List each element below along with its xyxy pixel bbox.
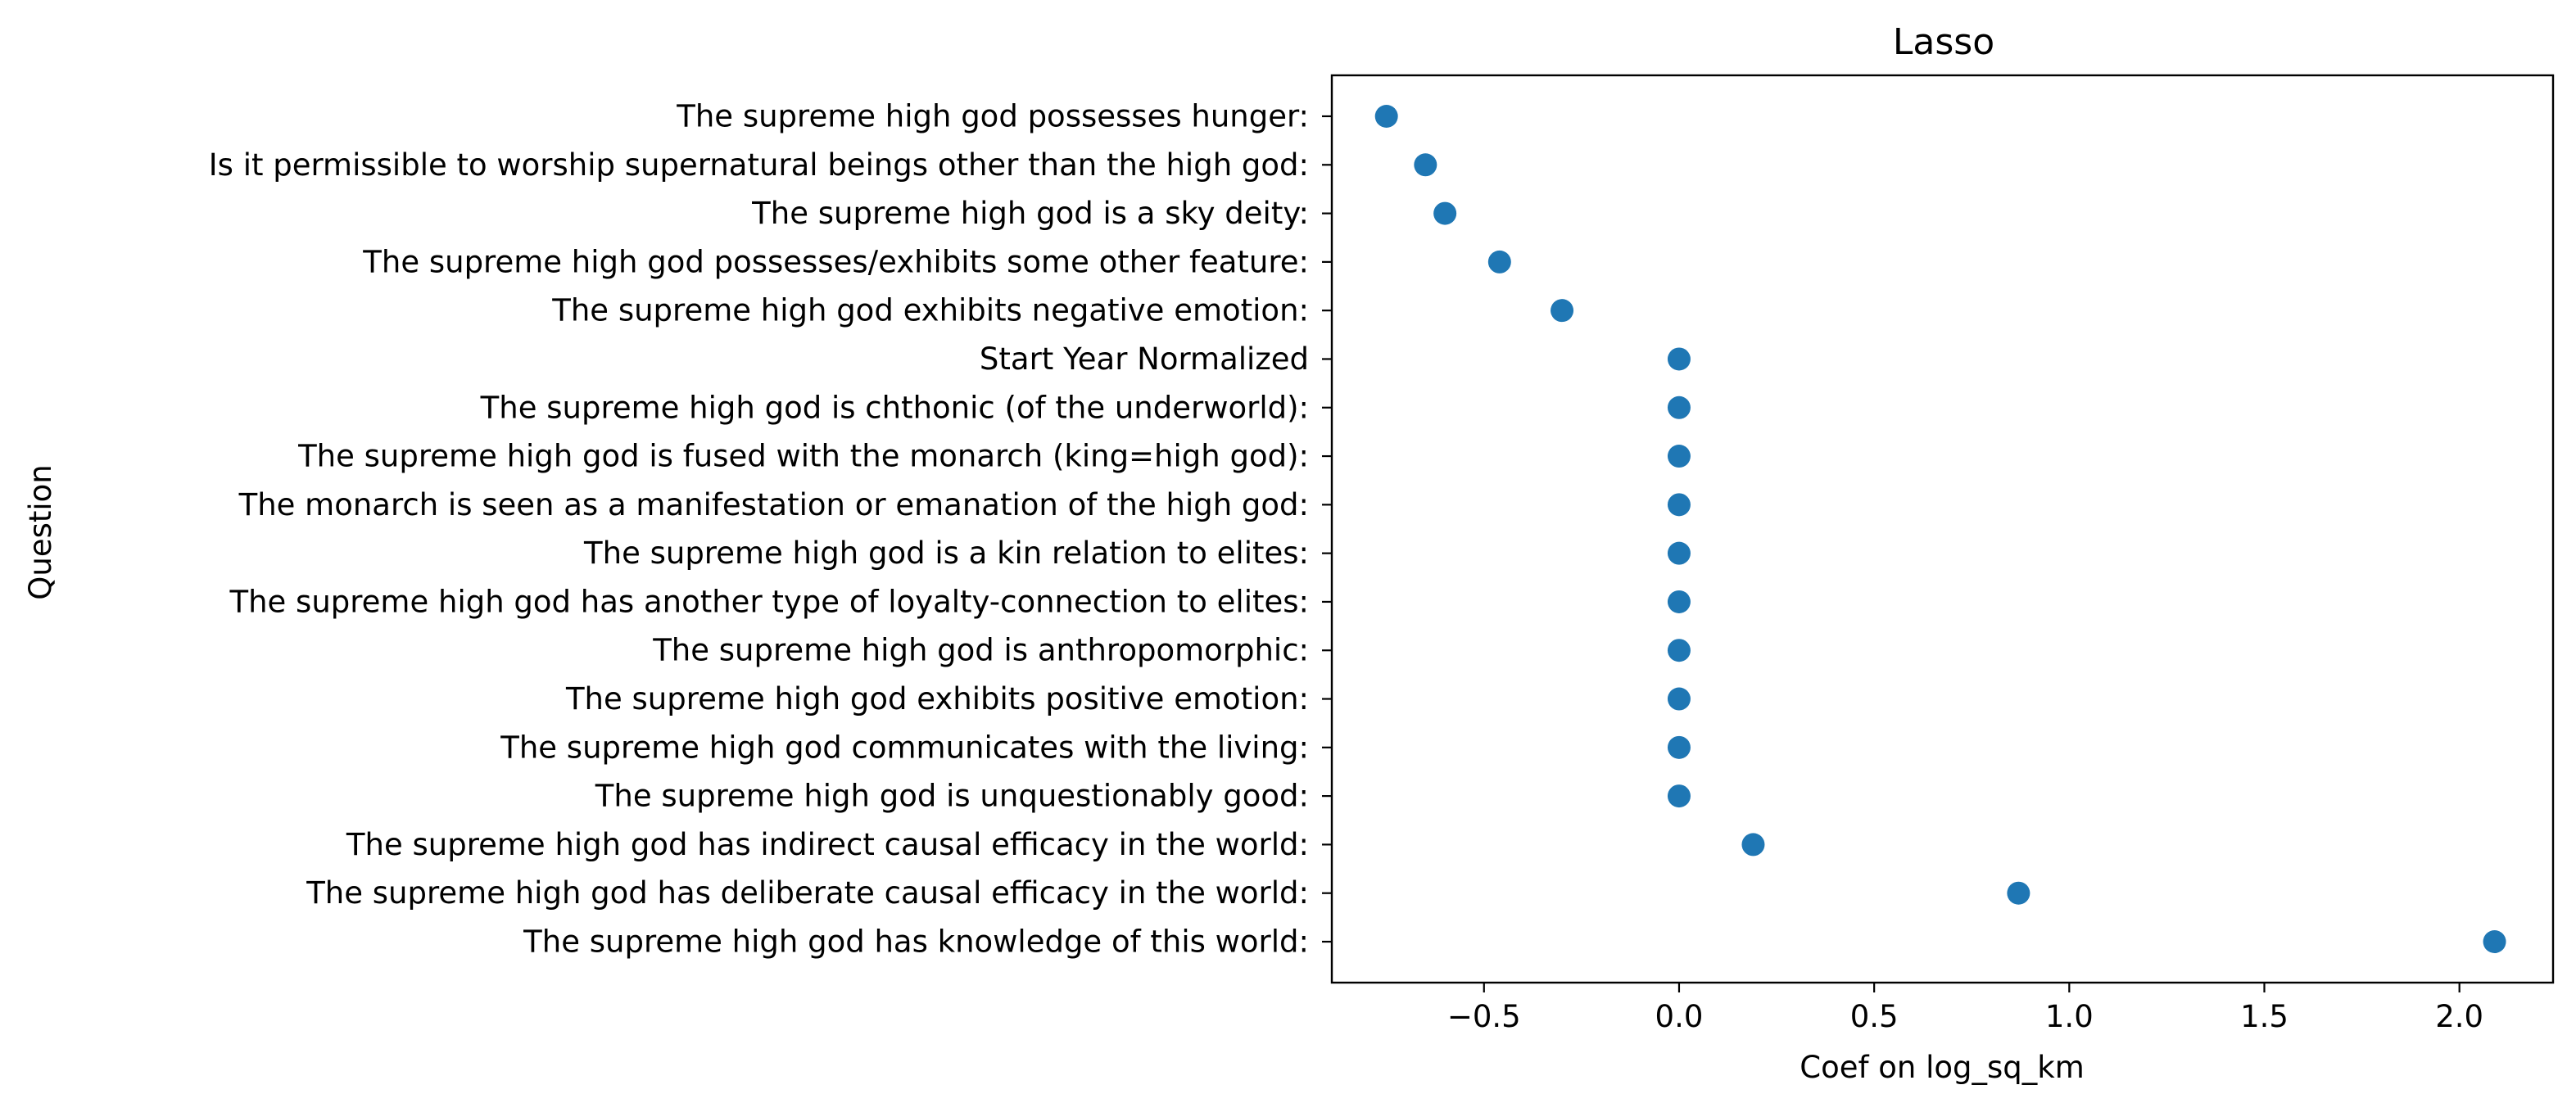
- y-tick-label: The supreme high god is a kin relation t…: [583, 536, 1309, 571]
- data-point: [1433, 201, 1457, 225]
- data-point: [1374, 105, 1398, 128]
- data-point: [1667, 784, 1691, 808]
- y-tick-label: The supreme high god is unquestionably g…: [595, 779, 1309, 814]
- data-point: [1667, 445, 1691, 468]
- data-point: [1741, 833, 1765, 857]
- data-point: [1667, 493, 1691, 517]
- y-tick-label: The supreme high god communicates with t…: [500, 730, 1309, 765]
- data-point: [1667, 590, 1691, 613]
- data-point: [1667, 347, 1691, 371]
- y-tick-label: Is it permissible to worship supernatura…: [209, 147, 1309, 183]
- data-point: [1667, 541, 1691, 565]
- data-point: [1487, 250, 1511, 273]
- y-tick-label: The supreme high god is anthropomorphic:: [652, 633, 1309, 668]
- x-tick-label: 0.5: [1850, 999, 1899, 1034]
- x-tick-label: −0.5: [1447, 999, 1521, 1034]
- x-axis: −0.5 0.0 0.5 1.0 1.5 2.0: [1447, 983, 2483, 1034]
- data-point: [2483, 930, 2506, 953]
- y-tick-label: The supreme high god has knowledge of th…: [523, 924, 1309, 960]
- x-tick-label: 0.0: [1655, 999, 1704, 1034]
- x-tick-label: 1.5: [2240, 999, 2289, 1034]
- data-point: [2007, 881, 2030, 905]
- data-point: [1667, 687, 1691, 711]
- data-point: [1667, 639, 1691, 662]
- y-tick-label: The supreme high god possesses hunger:: [676, 99, 1309, 134]
- y-tick-label: The supreme high god is a sky deity:: [751, 196, 1309, 231]
- plot-frame: [1330, 74, 2555, 984]
- y-tick-label: The supreme high god has another type of…: [229, 584, 1309, 619]
- data-point: [1551, 299, 1574, 323]
- x-axis-label: Coef on log_sq_km: [1800, 1050, 2085, 1085]
- data-point: [1667, 396, 1691, 419]
- y-tick-label: The supreme high god is fused with the m…: [297, 439, 1309, 474]
- y-tick-label: The supreme high god possesses/exhibits …: [362, 244, 1309, 279]
- x-tick-label: 2.0: [2435, 999, 2483, 1034]
- y-axis: The supreme high god possesses hunger: Is…: [209, 99, 1332, 960]
- data-point: [1414, 153, 1437, 177]
- y-tick-label: The supreme high god is chthonic (of the…: [480, 390, 1309, 425]
- y-tick-label: The monarch is seen as a manifestation o…: [238, 487, 1309, 522]
- data-point: [1667, 735, 1691, 759]
- y-axis-label: Question: [23, 464, 58, 600]
- x-tick-label: 1.0: [2045, 999, 2094, 1034]
- plot-area: [1374, 105, 2506, 953]
- y-tick-label: The supreme high god exhibits positive e…: [565, 681, 1309, 716]
- chart-title: Lasso: [1893, 21, 1994, 63]
- y-tick-label: The supreme high god has deliberate caus…: [306, 875, 1309, 911]
- y-tick-label: Start Year Normalized: [980, 341, 1309, 377]
- y-tick-label: The supreme high god has indirect causal…: [346, 827, 1309, 862]
- y-tick-label: The supreme high god exhibits negative e…: [551, 293, 1309, 328]
